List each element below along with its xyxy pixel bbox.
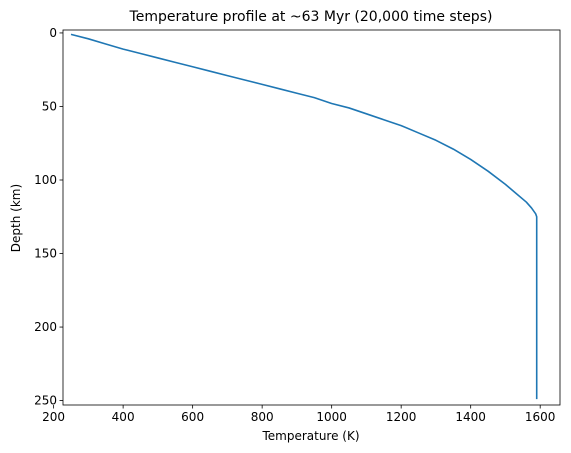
- x-tick-label: 1600: [525, 410, 556, 424]
- chart-title: Temperature profile at ~63 Myr (20,000 t…: [129, 9, 493, 25]
- x-tick-label: 1000: [316, 410, 347, 424]
- x-axis-label: Temperature (K): [261, 429, 359, 443]
- y-tick-label: 250: [34, 394, 57, 408]
- y-tick-label: 0: [49, 26, 57, 40]
- y-tick-label: 200: [34, 320, 57, 334]
- series-line: [70, 33, 538, 400]
- x-tick-label: 600: [181, 410, 204, 424]
- y-axis-label: Depth (km): [9, 184, 23, 252]
- x-tick-label: 1200: [386, 410, 417, 424]
- x-tick-label: 400: [112, 410, 135, 424]
- y-tick-label: 50: [42, 99, 57, 113]
- y-tick-label: 150: [34, 247, 57, 261]
- x-tick-label: 1400: [455, 410, 486, 424]
- x-tick-label: 800: [251, 410, 274, 424]
- x-tick-label: 200: [42, 410, 65, 424]
- plot-frame: [62, 29, 561, 406]
- y-tick-label: 100: [34, 173, 57, 187]
